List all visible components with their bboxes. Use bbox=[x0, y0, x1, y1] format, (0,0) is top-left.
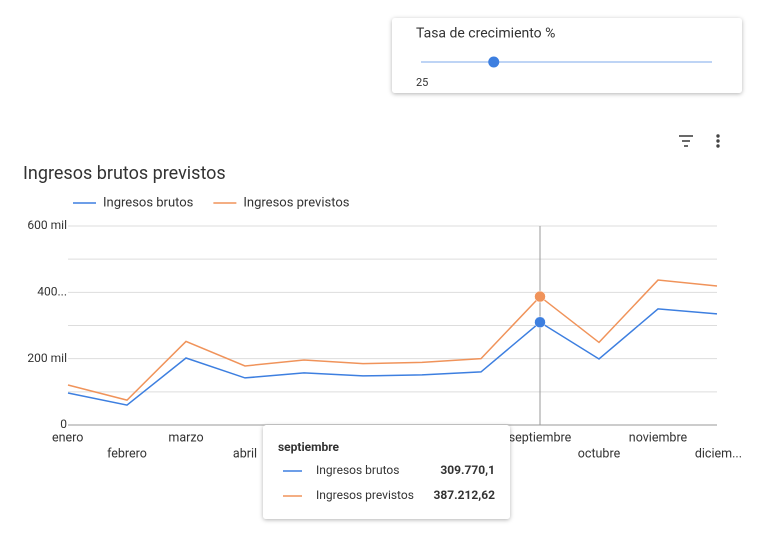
tooltip-title: septiembre bbox=[278, 440, 340, 454]
hover-marker bbox=[534, 316, 546, 329]
slider-card bbox=[392, 18, 742, 93]
tooltip-value: 309.770,1 bbox=[440, 463, 495, 477]
y-tick-label: 0 bbox=[60, 417, 67, 431]
hover-marker bbox=[534, 290, 546, 303]
tooltip-name: Ingresos brutos bbox=[316, 463, 399, 477]
x-tick-label: septiembre bbox=[509, 430, 572, 445]
y-tick-label: 600 mil bbox=[27, 218, 67, 232]
x-tick-label: abril bbox=[233, 446, 257, 461]
slider-thumb[interactable] bbox=[488, 56, 500, 68]
tooltip-name: Ingresos previstos bbox=[316, 488, 414, 502]
x-tick-label: enero bbox=[52, 430, 83, 445]
filter-icon[interactable] bbox=[679, 135, 693, 147]
x-tick-label: diciem... bbox=[695, 446, 742, 461]
series-line bbox=[67, 279, 718, 401]
more-icon[interactable] bbox=[716, 134, 720, 148]
y-tick-label: 200 mil bbox=[27, 351, 67, 365]
slider-value: 25 bbox=[416, 76, 428, 89]
chart-title: Ingresos brutos previstos bbox=[23, 163, 226, 184]
slider-title: Tasa de crecimiento % bbox=[416, 26, 555, 42]
legend-label: Ingresos brutos bbox=[103, 195, 194, 210]
tooltip bbox=[263, 425, 510, 519]
y-tick-label: 400... bbox=[37, 285, 67, 299]
x-tick-label: octubre bbox=[578, 446, 621, 461]
x-tick-label: febrero bbox=[107, 446, 147, 461]
x-tick-label: noviembre bbox=[629, 430, 688, 445]
tooltip-value: 387.212,62 bbox=[433, 488, 495, 502]
legend-label: Ingresos previstos bbox=[243, 195, 349, 210]
x-tick-label: marzo bbox=[168, 430, 203, 445]
series-line bbox=[67, 308, 718, 406]
